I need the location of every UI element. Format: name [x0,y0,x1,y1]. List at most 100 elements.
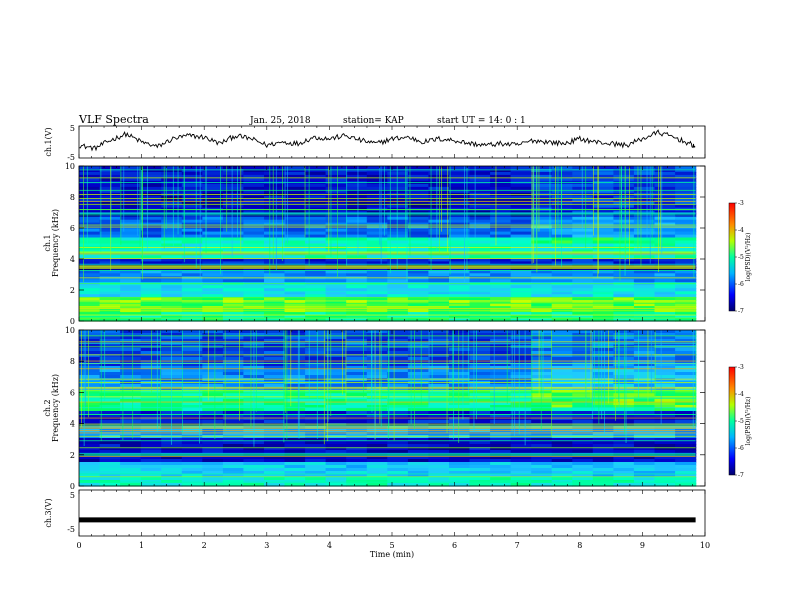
ch1-spec-cell [284,177,306,182]
ch1-spec-cell [613,285,635,289]
ch2-spec-cell [654,477,676,481]
ch1-spec-narrowband-line [79,319,696,321]
ch1-colorbar-tick-label: -6 [738,281,744,288]
ch2-spec-cell [675,417,697,421]
ch1-spec-cell [120,213,142,218]
ch2-spec-cell [284,435,306,439]
ch1-spec-cell [161,300,183,304]
ch1-spec-cell [79,231,101,236]
ch1-spec-cell [181,166,203,170]
ch2-spec-cell [551,330,573,334]
ch1-spec-cell [161,297,183,301]
ch2-spec-cell [222,378,245,382]
ch2-spec-cell [222,435,245,439]
ch1-spec-cell [407,258,430,262]
ch1-spec-cell [181,273,203,277]
ch2-spec-cell [264,354,286,358]
ch1-spec-sferic-line [439,166,440,254]
ch1-spec-cell [490,300,512,304]
ch1-spec-cell [531,312,553,316]
ch1-spec-cell [592,222,614,227]
ch1-spec-cell [490,174,512,179]
ch1-spec-cell [222,219,245,224]
ch2-spec-cell [387,462,409,466]
ch2-spec-cell [325,468,347,472]
ch2-spec-sferic-line [650,330,652,393]
ch1-spec-cell [449,174,471,179]
ch2-spec-cell [325,471,347,475]
ch1-spec-cell [120,228,142,233]
ch1-spec-cell [325,246,347,251]
ch1-spec-cell [99,288,121,292]
ch2-spec-narrowband-line [79,435,696,437]
ch2-spec-cell [531,438,553,442]
ch2-spec-cell [346,474,368,478]
ch1-spec-cell [305,166,327,170]
ch1-spec-cell [284,285,306,289]
ch1-spec-cell [264,300,286,304]
ch1-spec-cell [675,231,697,236]
ch2-spec-cell [264,411,286,415]
ch2-spec-cell [387,477,409,481]
ch2-spec-narrowband-line [79,378,696,380]
ch2-spec-cell [407,411,430,415]
ch1-spec-cell [551,294,573,298]
ch1-spec-sferic-line [177,166,179,235]
ch1-spec-cell [79,222,101,227]
ch1-spec-cell [654,166,676,170]
ch2-spec-cell [79,417,101,421]
ch2-spec-cell [572,411,594,415]
ch1-spec-cell [531,198,553,203]
ch1-spec-cell [181,177,203,182]
ch1-spec-narrowband-line [79,200,696,202]
ch2-spec-cell [387,411,409,415]
ch2-spec-cell [654,468,676,472]
ch2-spec-cell [407,360,430,364]
ch2-spec-cell [79,408,101,412]
ch2-spec-cell [79,351,101,355]
ch1-spec-cell [264,183,286,188]
ch2-spec-cell [202,330,224,334]
ch1-spec-cell [120,189,142,194]
ch2-spec-cell [222,477,245,481]
ch1-spec-cell [264,261,286,265]
ch2-spec-cell [449,330,471,334]
ch2-spec-cell [510,360,532,364]
ch1-spec-cell [202,255,224,259]
ch1-spec-cell [387,288,409,292]
ch1-spec-cell [161,183,183,188]
ch1-spec-cell [675,234,697,239]
ch2-spec-cell [305,447,327,451]
ch1-spec-cell [366,183,388,188]
ch2-spec-cell [181,435,203,439]
ch2-spec-cell [531,393,553,397]
ch1-spec-cell [633,291,656,295]
ch1-spec-cell [79,186,101,191]
ch2-spec-cell [264,408,286,412]
ch2-spec-sferic-line [624,330,626,435]
ch1-spec-ytick-label: 6 [70,224,75,233]
ch2-spec-cell [510,462,532,466]
ch1-spec-cell [469,303,491,307]
ch1-spec-cell [490,169,512,173]
ch1-spec-sferic-line [624,166,626,261]
ch2-spec-cell [633,450,656,454]
ch1-spec-narrowband-line [79,314,696,316]
ch2-spec-cell [428,339,450,343]
ch2-spec-cell [305,390,327,394]
ch2-spec-cell [120,393,142,397]
ch1-spec-cell [469,183,491,188]
ch1-spec-cell [675,243,697,248]
ch2-spec-sferic-line [467,330,469,397]
ch1-spec-cell [469,261,491,265]
ch2-spec-cell [654,435,676,439]
ch1-spec-sferic-line [597,166,599,278]
ch2-spec-cell [264,405,286,409]
ch1-spec-cell [284,261,306,265]
ch1-spec-cell [592,270,614,274]
ch1-spec-cell [428,285,450,289]
ch1-spec-cell [675,288,697,292]
ch2-spec-cell [407,432,430,436]
ch2-spec-cell [551,483,573,487]
ch2-spec-cell [387,441,409,445]
